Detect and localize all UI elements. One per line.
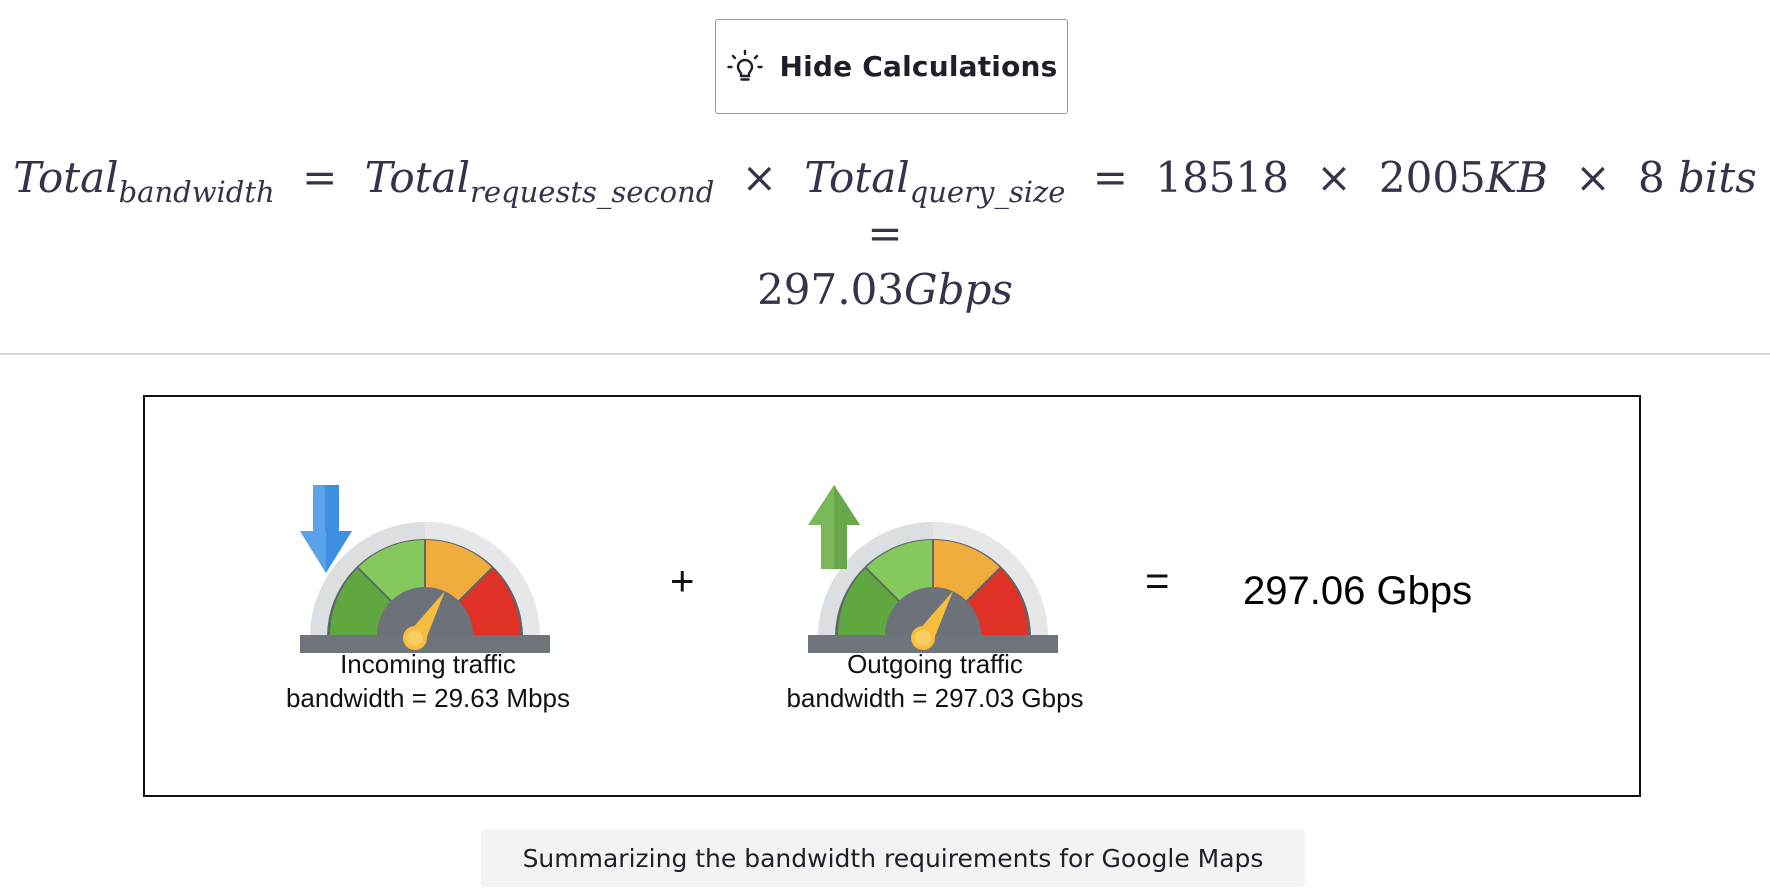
incoming-traffic-caption: Incoming traffic bandwidth = 29.63 Mbps xyxy=(218,647,638,715)
outgoing-traffic-caption: Outgoing traffic bandwidth = 297.03 Gbps xyxy=(725,647,1145,715)
hide-calculations-button[interactable]: Hide Calculations xyxy=(715,19,1068,114)
formula-result: 297.03Gbps xyxy=(0,262,1770,318)
outgoing-caption-line1: Outgoing traffic xyxy=(847,649,1023,679)
upload-speedometer-icon xyxy=(808,485,1058,653)
figure-caption: Summarizing the bandwidth requirements f… xyxy=(481,830,1305,887)
total-bandwidth-result: 297.06 Gbps xyxy=(1243,569,1473,613)
plus-sign: + xyxy=(670,557,695,604)
formula-n2: 2005 xyxy=(1378,153,1486,202)
formula-eq-3: = xyxy=(867,209,903,258)
outgoing-caption-line2: bandwidth = 297.03 Gbps xyxy=(786,683,1084,713)
incoming-caption-line1: Incoming traffic xyxy=(340,649,516,679)
formula-eq-2: = xyxy=(1092,153,1128,202)
formula-t2-sub: query_size xyxy=(909,175,1066,209)
formula-times-3: × xyxy=(1575,153,1611,202)
formula-n3-unit: bits xyxy=(1678,153,1757,202)
formula-n2-unit: KB xyxy=(1485,153,1549,202)
formula-result-unit: Gbps xyxy=(904,265,1013,314)
bandwidth-summary-figure: Incoming traffic bandwidth = 29.63 Mbps … xyxy=(143,395,1641,797)
formula-t1-sub: requests_second xyxy=(470,175,715,209)
equals-sign: = xyxy=(1145,557,1170,604)
formula-n3: 8 xyxy=(1637,153,1665,202)
formula-n1: 18518 xyxy=(1155,153,1289,202)
formula-lhs-var: Total xyxy=(13,153,119,202)
formula-eq-1: = xyxy=(302,153,338,202)
formula-t1-var: Total xyxy=(364,153,471,202)
formula-times-2: × xyxy=(1316,153,1352,202)
hide-calculations-label: Hide Calculations xyxy=(779,50,1058,83)
download-speedometer-icon xyxy=(300,485,550,653)
formula-t2-var: Total xyxy=(804,153,910,202)
bandwidth-formula: Totalbandwidth = Totalrequests_second × … xyxy=(0,150,1770,318)
lightbulb-icon xyxy=(727,49,764,81)
incoming-caption-line2: bandwidth = 29.63 Mbps xyxy=(285,683,571,713)
formula-result-num: 297.03 xyxy=(757,265,905,314)
formula-lhs-sub: bandwidth xyxy=(118,175,275,209)
section-divider xyxy=(0,353,1770,355)
formula-times-1: × xyxy=(741,153,777,202)
